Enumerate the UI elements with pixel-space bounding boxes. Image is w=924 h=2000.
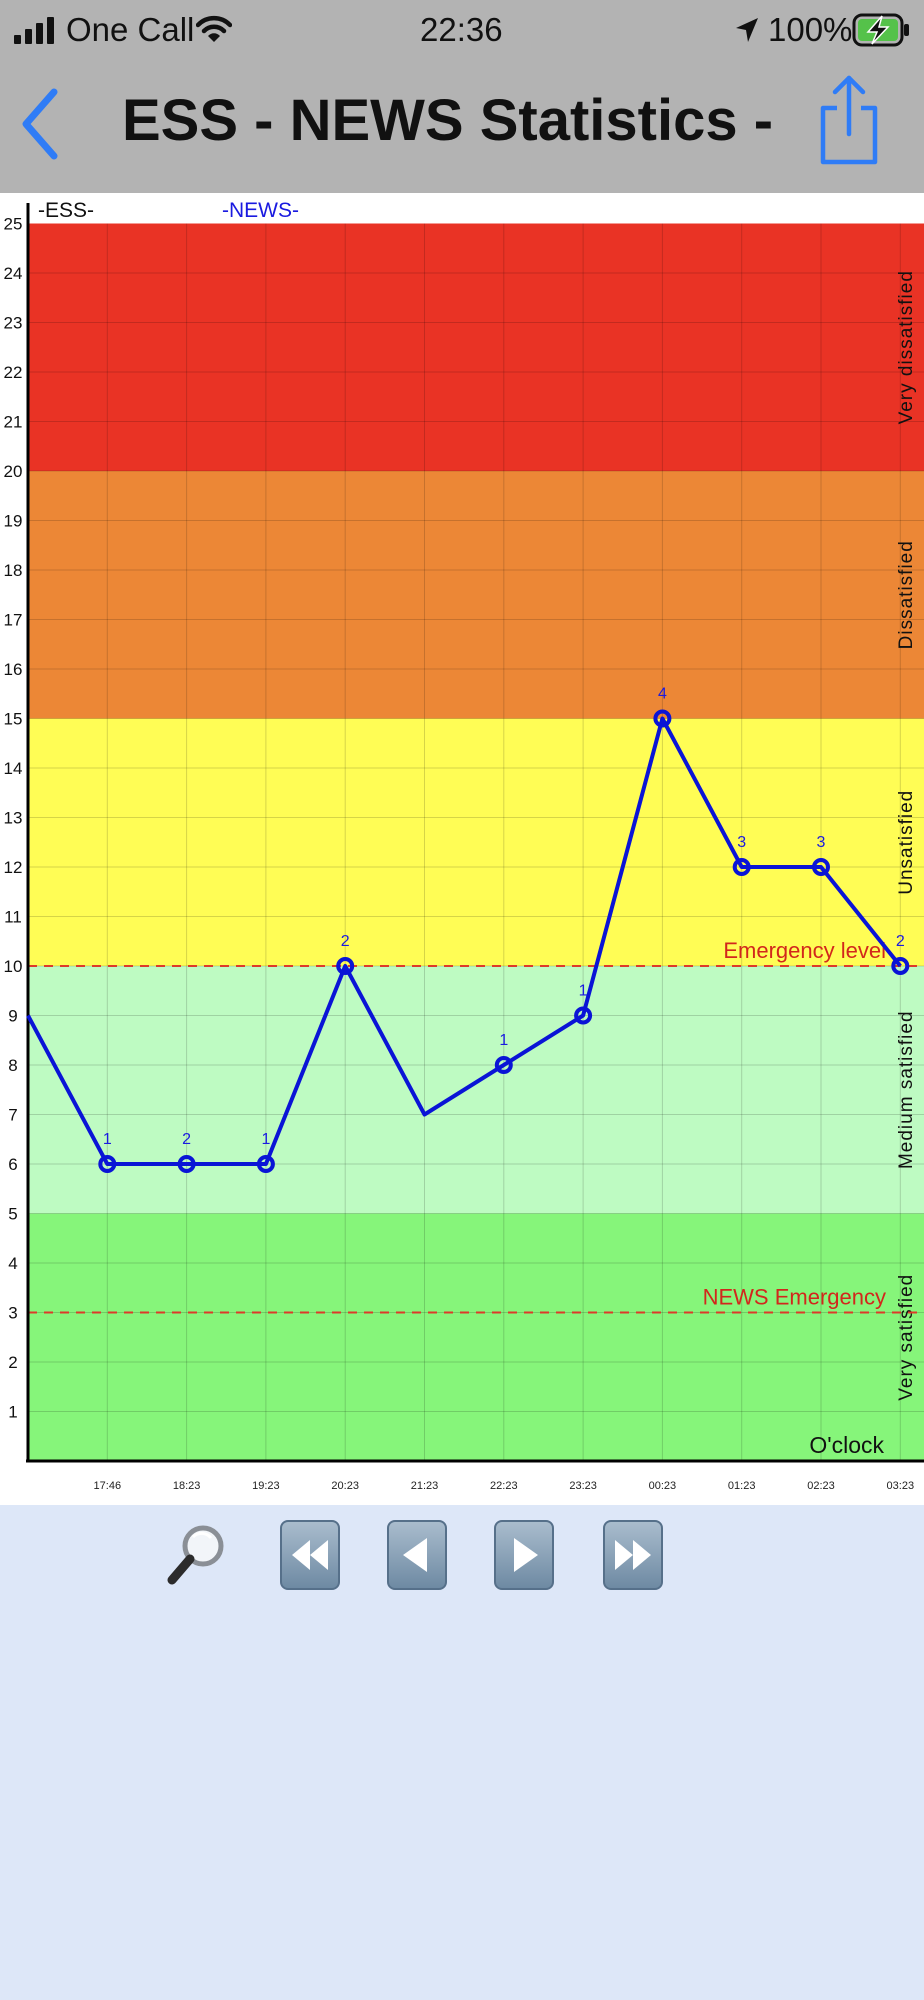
magnifier-icon[interactable]	[166, 1522, 228, 1588]
y-tick-label: 12	[4, 858, 23, 877]
x-tick-label: 21:23	[411, 1480, 439, 1492]
data-point-label: 2	[341, 933, 350, 950]
data-point-label: 2	[182, 1131, 191, 1148]
location-arrow-icon	[736, 18, 758, 42]
y-tick-label: 24	[4, 264, 23, 283]
band-label: Unsatisfied	[896, 790, 917, 895]
y-tick-label: 9	[8, 1007, 17, 1026]
threshold-label: Emergency level	[723, 938, 886, 963]
share-icon[interactable]	[816, 72, 882, 168]
band-very-dissatisfied	[28, 223, 924, 471]
band-label: Very satisfied	[896, 1274, 917, 1401]
band-dissatisfied	[28, 471, 924, 719]
playback-controls	[0, 1505, 924, 2000]
data-point-marker	[256, 1155, 275, 1173]
y-tick-label: 8	[8, 1056, 17, 1075]
step-forward-icon	[514, 1538, 538, 1572]
y-tick-label: 21	[4, 413, 23, 432]
x-axis-label: O'clock	[809, 1432, 884, 1458]
rewind-icon	[292, 1540, 328, 1570]
chevron-left-icon[interactable]	[18, 86, 62, 162]
y-tick-label: 2	[8, 1353, 17, 1372]
band-medium-satisfied	[28, 966, 924, 1214]
y-tick-label: 20	[4, 462, 23, 481]
data-point-marker	[653, 709, 672, 728]
data-point-marker	[177, 1155, 196, 1173]
ess-news-line-chart: Very satisfied Medium satisfied Unsatisfie…	[4, 199, 924, 1492]
page-title: ESS - NEWS Statistics - S...	[122, 88, 782, 153]
chart-panel: Very satisfied Medium satisfied Unsatisfie…	[0, 193, 924, 1505]
band-label: Very dissatisfied	[896, 270, 917, 424]
battery-percentage: 100%	[768, 11, 853, 48]
data-point-marker	[98, 1155, 117, 1173]
step-forward-button[interactable]	[494, 1520, 554, 1590]
data-point-marker	[574, 1006, 593, 1025]
x-tick-label: 17:46	[94, 1480, 122, 1492]
y-tick-label: 25	[4, 215, 23, 234]
y-tick-label: 1	[8, 1403, 17, 1422]
series-line	[26, 716, 902, 1166]
y-tick-label: 18	[4, 561, 23, 580]
y-tick-label: 17	[4, 611, 23, 630]
data-point-marker	[336, 957, 355, 975]
wifi-icon	[196, 15, 232, 42]
band-label: Dissatisfied	[896, 540, 917, 649]
threshold-label: NEWS Emergency	[703, 1285, 886, 1310]
data-point-marker	[732, 858, 751, 876]
y-tick-label: 16	[4, 660, 23, 679]
y-tick-label: 3	[8, 1304, 17, 1323]
y-tick-label: 22	[4, 363, 23, 382]
y-tick-label: 4	[8, 1254, 17, 1273]
navigation-bar: ESS - NEWS Statistics - S...	[0, 60, 924, 194]
x-tick-label: 19:23	[252, 1480, 280, 1492]
x-tick-label: 00:23	[649, 1480, 677, 1492]
x-tick-label: 18:23	[173, 1480, 201, 1492]
band-very-satisfied	[28, 1213, 924, 1461]
x-tick-label: 20:23	[331, 1480, 359, 1492]
y-tick-label: 19	[4, 512, 23, 531]
fast-forward-icon	[615, 1540, 651, 1570]
data-point-label: 1	[579, 983, 588, 1000]
x-tick-label: 01:23	[728, 1480, 756, 1492]
ess-header-label: -ESS-	[38, 199, 94, 222]
data-point-marker	[891, 957, 910, 975]
fast-forward-button[interactable]	[603, 1520, 663, 1590]
y-tick-label: 15	[4, 710, 23, 729]
band-unsatisfied	[28, 718, 924, 966]
carrier-name: One Call	[66, 11, 195, 48]
data-point-label: 2	[896, 933, 905, 950]
status-bar: One Call 22:36 100%	[0, 0, 924, 60]
band-label: Medium satisfied	[896, 1010, 917, 1169]
step-back-icon	[403, 1538, 427, 1572]
data-point-label: 4	[658, 686, 667, 703]
y-tick-label: 11	[4, 908, 22, 927]
x-tick-label: 23:23	[569, 1480, 597, 1492]
x-tick-label: 22:23	[490, 1480, 518, 1492]
y-tick-label: 14	[4, 759, 23, 778]
battery-charging-icon	[852, 13, 909, 47]
y-tick-label: 10	[4, 957, 23, 976]
data-point-label: 3	[817, 834, 826, 851]
x-tick-label: 03:23	[887, 1480, 915, 1492]
y-tick-label: 13	[4, 809, 23, 828]
clock-time: 22:36	[420, 11, 503, 48]
news-header-label: -NEWS-	[222, 199, 299, 222]
data-point-label: 1	[103, 1131, 112, 1148]
data-point-marker	[494, 1056, 513, 1074]
data-point-label: 1	[261, 1131, 270, 1148]
step-back-button[interactable]	[387, 1520, 447, 1590]
signal-icon	[14, 17, 54, 44]
y-tick-label: 7	[8, 1106, 17, 1125]
data-point-marker	[812, 858, 830, 876]
data-point-label: 1	[499, 1032, 508, 1049]
rewind-button[interactable]	[280, 1520, 340, 1590]
data-point-label: 3	[737, 834, 746, 851]
y-tick-label: 6	[8, 1155, 17, 1174]
x-tick-label: 02:23	[807, 1480, 835, 1492]
y-tick-label: 5	[8, 1205, 17, 1224]
y-tick-label: 23	[4, 314, 23, 333]
